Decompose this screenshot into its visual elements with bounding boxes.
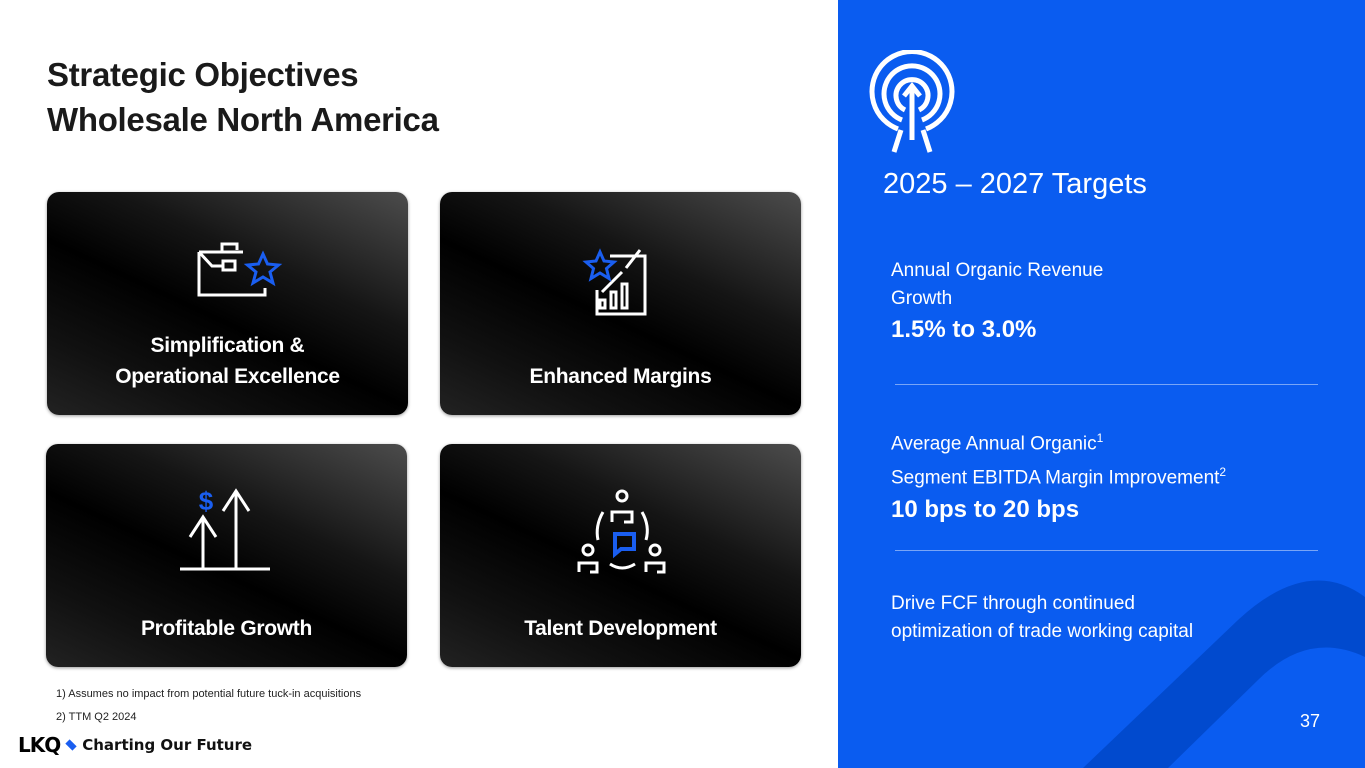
card-label: Profitable Growth (140, 617, 313, 640)
chart-star-icon (582, 248, 647, 316)
dollar-icon: $ (199, 486, 214, 516)
footnote-1: 1) Assumes no impact from potential futu… (56, 688, 362, 700)
card-label: Simplification & Operational Excellence (115, 334, 340, 388)
card-talent-development: Talent Development (440, 444, 801, 667)
divider (895, 550, 1318, 551)
team-discussion-icon (577, 489, 666, 574)
target-fcf: Drive FCF through continued optimization… (891, 593, 1194, 642)
divider (895, 384, 1318, 385)
card-label: Enhanced Margins (529, 365, 712, 388)
target-value: 10 bps to 20 bps (891, 495, 1080, 523)
target-arrow-icon (869, 50, 955, 153)
briefcase-star-icon (197, 242, 283, 297)
targets-panel: 2025 – 2027 Targets Annual Organic Reven… (838, 0, 1365, 768)
lkq-logo: LKQ Charting Our Future (18, 733, 253, 757)
target-ebitda-margin: Average Annual Organic1 Segment EBITDA M… (891, 424, 1226, 527)
target-revenue-growth: Annual Organic Revenue Growth 1.5% to 3.… (891, 257, 1103, 347)
dollar-growth-arrows-icon: $ (180, 486, 270, 571)
card-profitable-growth: $ Profitable Growth (46, 444, 407, 667)
target-value: 1.5% to 3.0% (891, 316, 1037, 343)
page-title: Strategic Objectives Wholesale North Ame… (47, 56, 439, 138)
card-label: Talent Development (524, 617, 717, 640)
page-number: 37 (1299, 711, 1320, 731)
swoosh-decoration (1083, 580, 1365, 768)
targets-heading: 2025 – 2027 Targets (883, 168, 1147, 200)
card-enhanced-margins: Enhanced Margins (440, 192, 801, 415)
footnote-2: 2) TTM Q2 2024 (56, 711, 137, 723)
diamond-icon (65, 739, 77, 751)
card-simplification: Simplification & Operational Excellence (47, 192, 408, 415)
